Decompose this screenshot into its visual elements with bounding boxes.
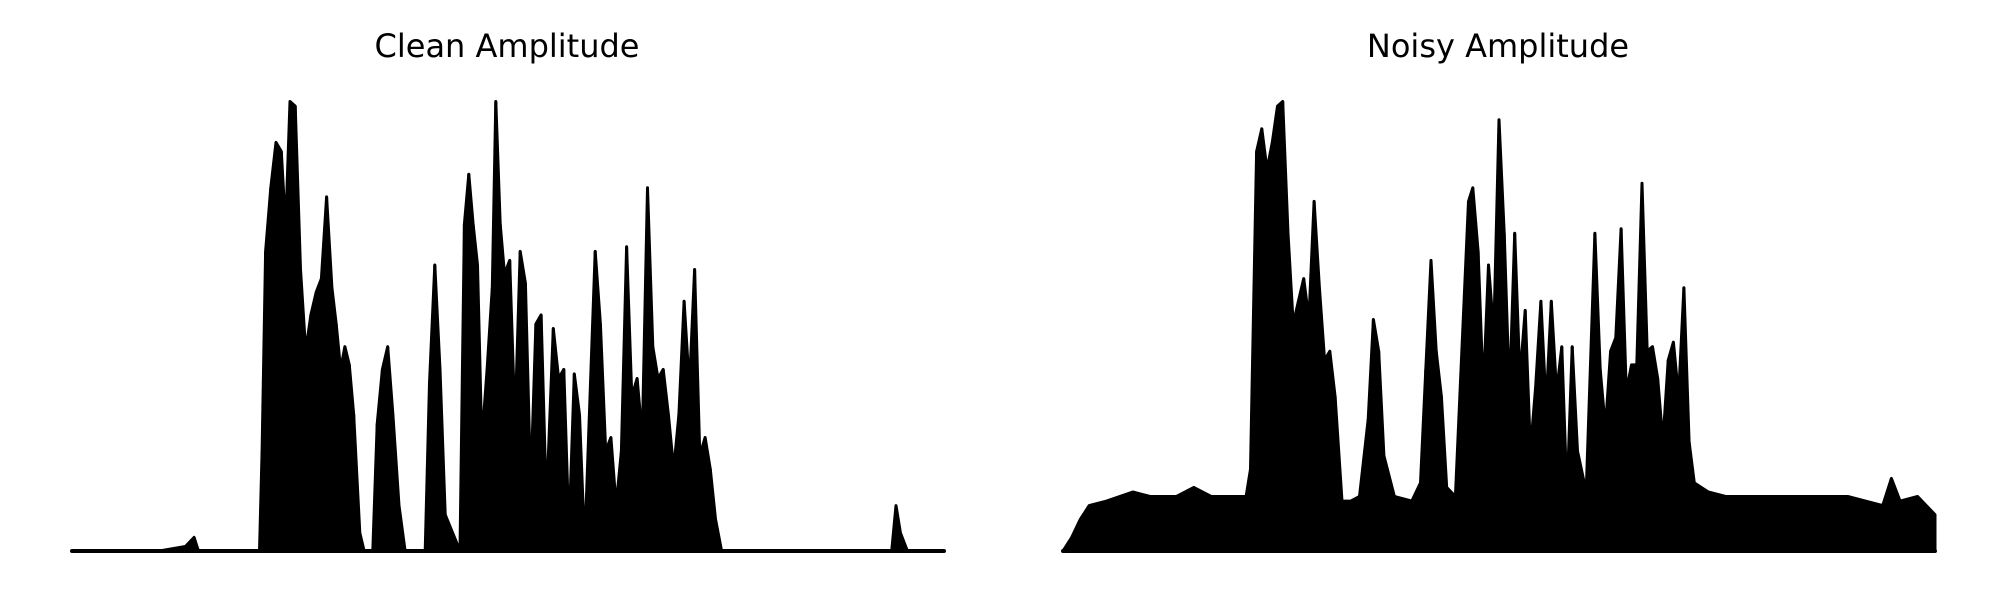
clean-amplitude-plot-area [70, 100, 946, 553]
clean-amplitude-waveform-area [70, 100, 946, 553]
clean-amplitude-title: Clean Amplitude [375, 27, 640, 65]
noisy-amplitude-plot-area [1061, 100, 1937, 553]
noisy-amplitude-title: Noisy Amplitude [1367, 27, 1629, 65]
noisy-amplitude-panel: Noisy Amplitude [1061, 27, 1937, 553]
clean-amplitude-panel: Clean Amplitude [70, 27, 946, 553]
